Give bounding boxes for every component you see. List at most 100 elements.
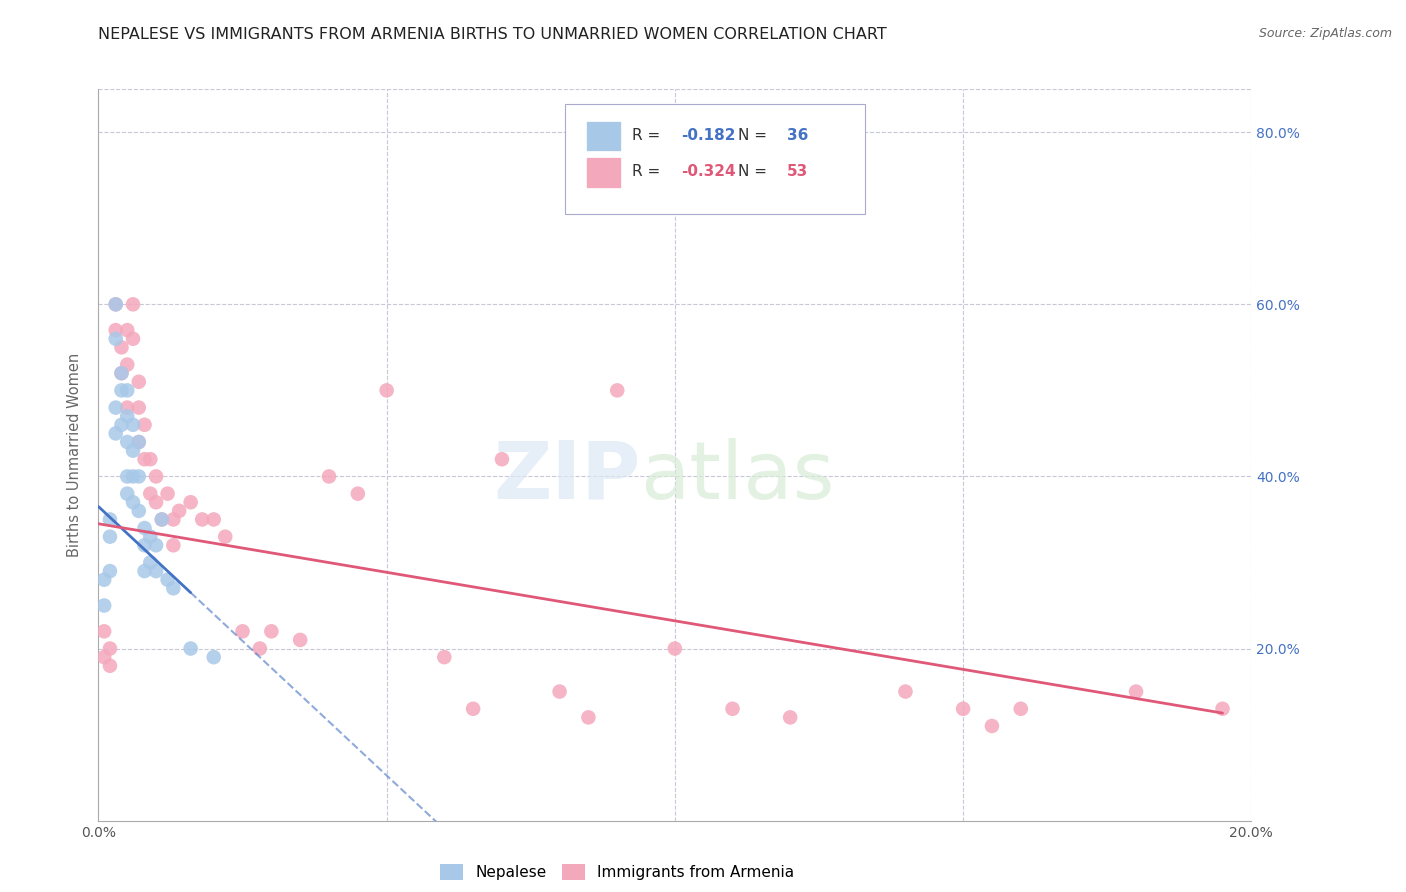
- Point: [128, 375, 150, 389]
- Point: [214, 530, 236, 544]
- Point: [139, 486, 162, 500]
- Point: [433, 650, 456, 665]
- Point: [139, 530, 162, 544]
- Text: N =: N =: [738, 128, 772, 143]
- Y-axis label: Births to Unmarried Women: Births to Unmarried Women: [67, 353, 83, 557]
- Point: [110, 417, 132, 432]
- Point: [664, 641, 686, 656]
- Point: [134, 538, 156, 552]
- Point: [93, 624, 115, 639]
- Point: [117, 323, 139, 337]
- Point: [346, 486, 368, 500]
- Point: [145, 564, 167, 578]
- Point: [104, 332, 127, 346]
- Point: [202, 650, 225, 665]
- Point: [202, 512, 225, 526]
- Point: [145, 469, 167, 483]
- Point: [117, 469, 139, 483]
- Point: [231, 624, 254, 639]
- Point: [98, 641, 121, 656]
- Point: [128, 435, 150, 450]
- Text: R =: R =: [633, 163, 665, 178]
- Point: [491, 452, 513, 467]
- Point: [150, 512, 173, 526]
- Point: [156, 486, 179, 500]
- Point: [134, 521, 156, 535]
- Point: [162, 538, 184, 552]
- Point: [93, 573, 115, 587]
- Point: [952, 702, 974, 716]
- Point: [461, 702, 484, 716]
- Point: [117, 486, 139, 500]
- Point: [548, 684, 571, 698]
- Point: [122, 417, 145, 432]
- Text: R =: R =: [633, 128, 665, 143]
- Legend: Nepalese, Immigrants from Armenia: Nepalese, Immigrants from Armenia: [434, 858, 800, 886]
- Point: [122, 469, 145, 483]
- Point: [375, 384, 398, 398]
- Point: [98, 512, 121, 526]
- Point: [290, 632, 312, 647]
- Point: [122, 443, 145, 458]
- Point: [145, 495, 167, 509]
- Point: [162, 582, 184, 596]
- Point: [110, 366, 132, 380]
- Point: [150, 512, 173, 526]
- Text: 36: 36: [787, 128, 808, 143]
- Point: [981, 719, 1004, 733]
- Point: [128, 401, 150, 415]
- FancyBboxPatch shape: [565, 103, 865, 213]
- Point: [110, 340, 132, 354]
- Point: [98, 564, 121, 578]
- Point: [134, 564, 156, 578]
- Point: [104, 297, 127, 311]
- Text: Source: ZipAtlas.com: Source: ZipAtlas.com: [1258, 27, 1392, 40]
- Point: [156, 573, 179, 587]
- Point: [139, 452, 162, 467]
- Point: [167, 504, 190, 518]
- Point: [117, 409, 139, 424]
- Point: [117, 401, 139, 415]
- Point: [721, 702, 744, 716]
- Point: [98, 658, 121, 673]
- Point: [104, 323, 127, 337]
- Point: [110, 366, 132, 380]
- Point: [134, 452, 156, 467]
- Text: atlas: atlas: [640, 438, 835, 516]
- Point: [162, 512, 184, 526]
- Point: [128, 504, 150, 518]
- Point: [104, 401, 127, 415]
- Point: [578, 710, 600, 724]
- Point: [104, 426, 127, 441]
- Point: [606, 384, 628, 398]
- Point: [318, 469, 340, 483]
- Text: 53: 53: [787, 163, 808, 178]
- Point: [122, 332, 145, 346]
- Point: [1010, 702, 1032, 716]
- Point: [134, 417, 156, 432]
- Point: [110, 384, 132, 398]
- Point: [117, 435, 139, 450]
- Point: [1125, 684, 1147, 698]
- Point: [93, 650, 115, 665]
- Point: [180, 495, 202, 509]
- Text: -0.182: -0.182: [681, 128, 735, 143]
- FancyBboxPatch shape: [586, 157, 620, 188]
- Point: [93, 599, 115, 613]
- Point: [779, 710, 801, 724]
- Point: [122, 495, 145, 509]
- Point: [98, 530, 121, 544]
- Point: [249, 641, 271, 656]
- Point: [191, 512, 214, 526]
- Point: [180, 641, 202, 656]
- Point: [139, 556, 162, 570]
- Text: ZIP: ZIP: [494, 438, 640, 516]
- Point: [128, 435, 150, 450]
- Text: -0.324: -0.324: [681, 163, 735, 178]
- Point: [117, 384, 139, 398]
- Point: [1212, 702, 1234, 716]
- Point: [117, 358, 139, 372]
- Point: [104, 297, 127, 311]
- Point: [894, 684, 917, 698]
- FancyBboxPatch shape: [586, 120, 620, 152]
